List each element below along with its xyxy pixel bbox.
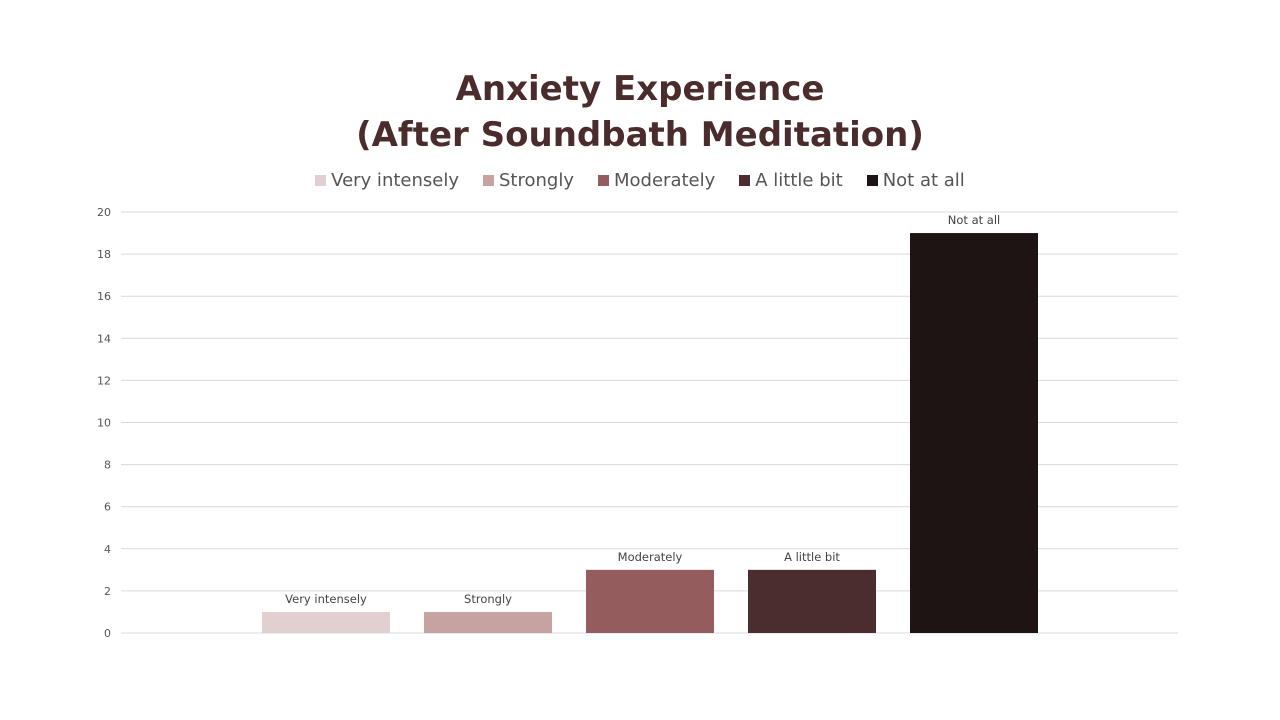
legend-swatch-very-intensely xyxy=(315,175,327,186)
y-tick-label-18: 18 xyxy=(97,248,111,261)
data-label-strongly: Strongly xyxy=(464,592,512,606)
legend-swatch-moderately xyxy=(598,175,609,186)
legend-label-not-at-all: Not at all xyxy=(882,170,965,191)
legend-item-moderately[interactable]: Moderately xyxy=(598,170,715,191)
data-labels: Very intensely Strongly Moderately A little… xyxy=(285,213,1000,606)
y-tick-label-20: 20 xyxy=(97,206,111,219)
chart-title: Anxiety Experience (After Soundbath Medi… xyxy=(0,66,1280,158)
bar-strongly[interactable] xyxy=(424,611,552,633)
legend-swatch-a-little-bit xyxy=(739,175,751,186)
y-tick-label-2: 2 xyxy=(104,585,111,598)
legend-swatch-not-at-all xyxy=(866,175,878,186)
y-tick-label-4: 4 xyxy=(104,543,111,556)
y-axis-ticks: 0 2 4 6 8 10 12 14 16 18 20 xyxy=(97,206,111,640)
legend-item-strongly[interactable]: Strongly xyxy=(483,170,574,191)
legend-label-very-intensely: Very intensely xyxy=(331,170,459,191)
bars xyxy=(262,233,1038,634)
data-label-not-at-all: Not at all xyxy=(948,213,1000,227)
chart-title-line-1: Anxiety Experience xyxy=(455,69,825,109)
chart-legend: Very intensely Strongly Moderately A lit… xyxy=(0,170,1280,191)
bar-a-little-bit[interactable] xyxy=(748,569,876,633)
y-tick-label-14: 14 xyxy=(97,332,111,345)
y-tick-label-12: 12 xyxy=(97,374,111,387)
bar-moderately[interactable] xyxy=(586,569,714,633)
y-tick-label-6: 6 xyxy=(104,501,111,514)
legend-item-very-intensely[interactable]: Very intensely xyxy=(315,170,459,191)
legend-label-strongly: Strongly xyxy=(499,170,574,191)
legend-label-moderately: Moderately xyxy=(614,170,716,191)
y-tick-label-16: 16 xyxy=(97,290,111,303)
y-tick-label-8: 8 xyxy=(104,459,111,472)
legend-item-a-little-bit[interactable]: A little bit xyxy=(739,170,843,191)
y-tick-label-10: 10 xyxy=(97,417,111,430)
legend-label-a-little-bit: A little bit xyxy=(755,170,843,191)
bar-not-at-all[interactable] xyxy=(910,233,1038,634)
data-label-moderately: Moderately xyxy=(618,550,683,564)
legend-swatch-strongly xyxy=(483,175,494,186)
data-label-a-little-bit: A little bit xyxy=(784,550,840,564)
legend-item-not-at-all[interactable]: Not at all xyxy=(866,170,965,191)
y-tick-label-0: 0 xyxy=(104,627,111,640)
chart-title-line-2: (After Soundbath Meditation) xyxy=(356,115,924,155)
data-label-very-intensely: Very intensely xyxy=(285,592,367,606)
bar-very-intensely[interactable] xyxy=(262,611,390,633)
